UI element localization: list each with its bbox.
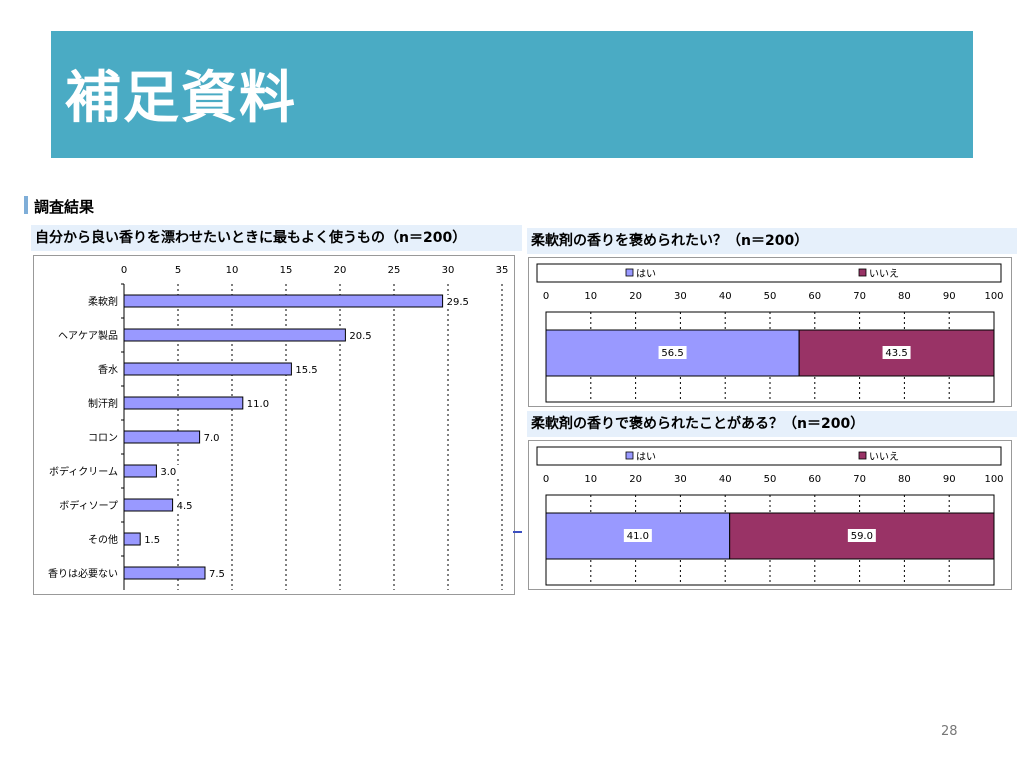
chart3-frame: はい いいえ 0 10 20 30 40 50 60 70 80 90 100 41.0 59.0: [528, 440, 1012, 590]
chart3-legend-label: はい: [636, 451, 656, 463]
chart1-data-label: 7.5: [209, 569, 225, 580]
chart1-bar: [123, 362, 292, 376]
chart3-svg: はい いいえ 0 10 20 30 40 50 60 70 80 90 100 41.0 59.0: [536, 446, 1004, 586]
chart3-tick-label: 40: [719, 474, 732, 485]
chart2-tick-label: 10: [584, 291, 597, 302]
chart1-category-label: コロン: [88, 433, 118, 444]
chart1-bar: [123, 430, 201, 444]
chart2-data-label-bg: [882, 346, 911, 359]
chart3-tick-label: 60: [808, 474, 821, 485]
chart3-data-label: 59.0: [851, 531, 873, 542]
chart2-tick-label: 20: [629, 291, 642, 302]
chart1-data-label: 20.5: [349, 331, 371, 342]
chart1-bar: [123, 328, 346, 342]
chart2-legend-swatch: [625, 268, 634, 277]
chart3-tick-label: 10: [584, 474, 597, 485]
chart2-tick-label: 90: [943, 291, 956, 302]
chart3-title: 柔軟剤の香りで褒められたことがある？（n＝200）: [527, 411, 1017, 437]
chart1-bar: [123, 396, 244, 410]
chart2-tick-label: 70: [853, 291, 866, 302]
chart1-tick-label: 5: [175, 265, 181, 276]
chart1-data-label-bg: [159, 465, 180, 477]
chart1-data-label: 29.5: [447, 297, 469, 308]
chart3-tick-label: 100: [984, 474, 1003, 485]
chart3-legend-swatch: [858, 451, 867, 460]
chart1-data-label-bg: [202, 431, 223, 443]
chart1-data-label-bg: [294, 363, 321, 375]
chart2-frame: はい いいえ 0 10 20 30 40 50 60 70 80 90 100 56.5 43.5: [528, 257, 1012, 407]
chart2-title: 柔軟剤の香りを褒められたい？（n＝200）: [527, 228, 1017, 254]
section-label: 調査結果: [34, 198, 95, 216]
chart1-data-label: 3.0: [160, 467, 176, 478]
chart1-data-label-bg: [208, 567, 228, 579]
slide-title: 補足資料: [65, 66, 297, 131]
chart3-tick-label: 50: [764, 474, 777, 485]
chart2-data-label-bg: [658, 346, 687, 359]
chart3-tick-label: 90: [943, 474, 956, 485]
connector-line: [513, 531, 522, 533]
chart2-data-label: 43.5: [885, 348, 907, 359]
chart1-category-label: 香りは必要ない: [48, 567, 118, 580]
chart2-svg: はい いいえ 0 10 20 30 40 50 60 70 80 90 100 56.5 43.5: [536, 263, 1004, 403]
chart1-tick-label: 35: [496, 265, 509, 276]
chart1-category-label: ボディソープ: [59, 499, 118, 512]
chart3-tick-label: 80: [898, 474, 911, 485]
chart1-bar: [123, 294, 444, 308]
chart1-tick-label: 20: [334, 265, 347, 276]
chart1-bar: [123, 464, 157, 478]
chart2-tick-label: 40: [719, 291, 732, 302]
chart3-tick-label: 30: [674, 474, 687, 485]
chart1-svg: 0 5 10 15 20 25 30 35 柔軟剤 29.5 ヘアケア製品 20.5 香水 15.5 制汗剤…: [48, 265, 509, 590]
chart3-legend-frame: [536, 446, 1002, 466]
chart3-data-label-bg: [847, 529, 876, 542]
chart1-data-label-bg: [445, 295, 472, 307]
chart1-data-label: 15.5: [295, 365, 317, 376]
chart1-tick-label: 0: [121, 265, 127, 276]
section-marker: [24, 196, 28, 214]
chart1-data-label-bg: [175, 499, 196, 511]
chart2-tick-label: 0: [543, 291, 549, 302]
chart2-tick-label: 30: [674, 291, 687, 302]
chart1-bar: [123, 532, 141, 546]
chart1-bar: [123, 498, 174, 512]
chart1-category-label: ヘアケア製品: [58, 329, 118, 342]
chart1-data-label-bg: [348, 329, 375, 341]
chart1-data-label: 7.0: [204, 433, 220, 444]
chart1-tick-label: 30: [442, 265, 455, 276]
chart3-data-label: 41.0: [627, 531, 649, 542]
chart3-data-label-bg: [623, 529, 652, 542]
chart2-legend-label: はい: [636, 268, 656, 280]
chart1-bar: [123, 566, 206, 580]
chart2-legend-swatch: [858, 268, 867, 277]
chart1-category-label: 制汗剤: [88, 397, 118, 410]
chart1-data-label: 1.5: [144, 535, 160, 546]
chart1-tick-label: 15: [280, 265, 293, 276]
chart2-legend-label: いいえ: [869, 268, 899, 280]
chart2-legend-frame: [536, 263, 1002, 283]
chart1-frame: 0 5 10 15 20 25 30 35 柔軟剤 29.5 ヘアケア製品 20.5 香水 15.5 制汗剤…: [33, 255, 515, 595]
chart3-tick-label: 20: [629, 474, 642, 485]
chart3-legend-label: いいえ: [869, 451, 899, 463]
chart1-title: 自分から良い香りを漂わせたいときに最もよく使うもの（n＝200）: [31, 225, 522, 251]
chart2-tick-label: 100: [984, 291, 1003, 302]
chart1-tick-label: 10: [226, 265, 239, 276]
chart3-tick-label: 70: [853, 474, 866, 485]
chart1-category-label: 香水: [98, 364, 118, 376]
chart1-data-label-bg: [143, 533, 164, 545]
chart1-tick-label: 25: [388, 265, 401, 276]
chart1-data-label: 4.5: [177, 501, 193, 512]
chart3-legend-swatch: [625, 451, 634, 460]
chart3-tick-label: 0: [543, 474, 549, 485]
chart2-tick-label: 50: [764, 291, 777, 302]
chart1-category-label: ボディクリーム: [49, 465, 118, 478]
chart1-data-label: 11.0: [247, 399, 269, 410]
chart2-data-label: 56.5: [661, 348, 683, 359]
page-number: 28: [941, 724, 958, 739]
title-banner: 補足資料: [51, 31, 973, 158]
chart2-tick-label: 60: [808, 291, 821, 302]
chart1-category-label: 柔軟剤: [88, 295, 118, 308]
chart1-category-label: その他: [88, 533, 118, 546]
chart1-data-label-bg: [245, 397, 272, 409]
chart2-tick-label: 80: [898, 291, 911, 302]
